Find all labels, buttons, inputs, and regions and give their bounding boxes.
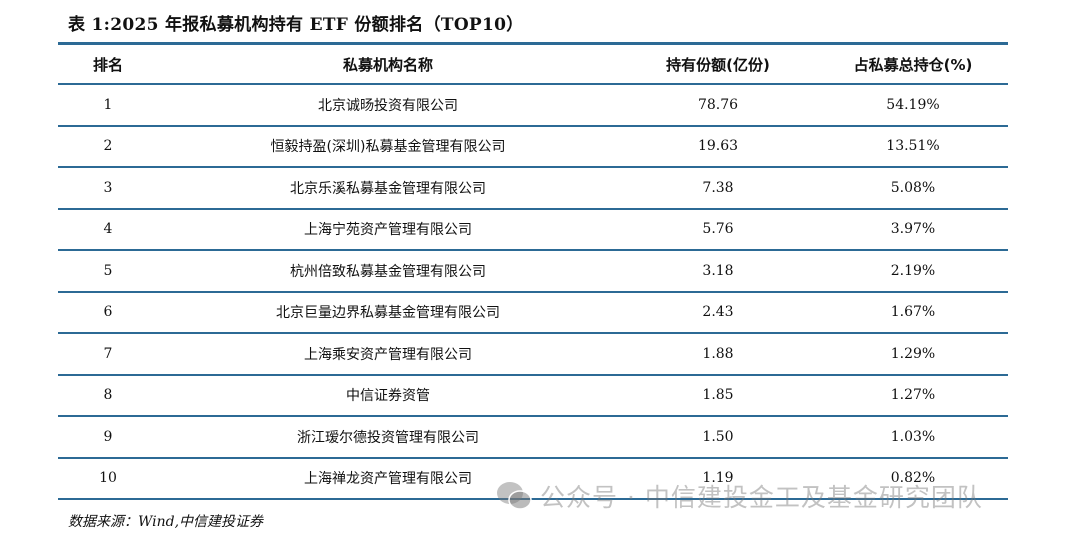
- cell-rank: 10: [99, 470, 117, 487]
- watermark: 公众号 · 中信建投金工及基金研究团队: [496, 478, 983, 514]
- table-row: 8 中信证券资管 1.85 1.27%: [58, 375, 1008, 416]
- header-name: 私募机构名称: [342, 55, 433, 74]
- table-row: 6 北京巨量边界私募基金管理有限公司 2.43 1.67%: [58, 292, 1008, 333]
- cell-name: 恒毅持盈(深圳)私募基金管理有限公司: [270, 139, 506, 156]
- cell-shares: 7.38: [702, 179, 734, 196]
- table-row: 9 浙江瑷尔德投资管理有限公司 1.50 1.03%: [58, 416, 1008, 458]
- table-row: 1 北京诚旸投资有限公司 78.76 54.19%: [58, 84, 1008, 126]
- cell-share-pct: 0.82%: [890, 470, 936, 487]
- wechat-icon: [497, 482, 532, 510]
- cell-shares: 3.18: [702, 262, 734, 279]
- cell-shares: 78.76: [697, 96, 739, 113]
- cell-share-pct: 3.97%: [890, 221, 936, 238]
- cell-rank: 6: [103, 304, 113, 321]
- header-rank: 排名: [92, 55, 123, 74]
- table-row: 10 上海禅龙资产管理有限公司 1.19 0.82%: [58, 458, 1008, 499]
- watermark-text: 公众号 · 中信建投金工及基金研究团队: [540, 483, 983, 512]
- cell-share-pct: 2.19%: [890, 262, 936, 279]
- cell-share-pct: 1.03%: [890, 428, 936, 445]
- ranking-table: 排名 私募机构名称 持有份额(亿份) 占私募总持仓(%) 1 北京诚旸投资有限公司…: [58, 42, 1008, 500]
- cell-shares: 1.19: [702, 470, 734, 487]
- cell-rank: 3: [103, 179, 113, 196]
- table-row: 5 杭州倍致私募基金管理有限公司 3.18 2.19%: [58, 250, 1008, 292]
- cell-rank: 7: [103, 345, 113, 362]
- cell-rank: 2: [103, 138, 113, 155]
- cell-share-pct: 1.67%: [890, 304, 936, 321]
- cell-shares: 2.43: [702, 304, 734, 321]
- cell-shares: 1.50: [702, 428, 734, 445]
- cell-name: 浙江瑷尔德投资管理有限公司: [297, 429, 479, 446]
- cell-share-pct: 1.27%: [890, 387, 936, 404]
- table-row: 4 上海宁苑资产管理有限公司 5.76 3.97%: [58, 209, 1008, 250]
- header-shares: 持有份额(亿份): [666, 55, 770, 74]
- cell-share-pct: 13.51%: [886, 138, 940, 155]
- source-note: 数据来源：Wind,中信建投证券: [68, 514, 264, 530]
- cell-share-pct: 54.19%: [886, 96, 940, 113]
- cell-name: 中信证券资管: [346, 388, 430, 405]
- cell-shares: 1.88: [702, 345, 734, 362]
- cell-name: 上海宁苑资产管理有限公司: [304, 222, 472, 239]
- table-title: 表 1:2025 年报私募机构持有 ETF 份额排名（TOP10）: [68, 15, 524, 35]
- cell-name: 北京诚旸投资有限公司: [318, 97, 458, 114]
- cell-name: 上海禅龙资产管理有限公司: [304, 471, 472, 488]
- table-header-row: 排名 私募机构名称 持有份额(亿份) 占私募总持仓(%): [58, 43, 1008, 84]
- cell-shares: 19.63: [697, 138, 739, 155]
- cell-name: 上海乘安资产管理有限公司: [304, 346, 472, 363]
- cell-shares: 5.76: [702, 221, 734, 238]
- table-row: 3 北京乐溪私募基金管理有限公司 7.38 5.08%: [58, 167, 1008, 209]
- cell-name: 北京乐溪私募基金管理有限公司: [290, 180, 486, 197]
- cell-share-pct: 1.29%: [890, 345, 936, 362]
- cell-rank: 1: [103, 96, 113, 113]
- header-share-pct: 占私募总持仓(%): [853, 55, 973, 74]
- cell-rank: 4: [103, 221, 113, 238]
- cell-rank: 5: [103, 262, 113, 279]
- table-row: 2 恒毅持盈(深圳)私募基金管理有限公司 19.63 13.51%: [58, 126, 1008, 167]
- cell-shares: 1.85: [702, 387, 734, 404]
- table-row: 7 上海乘安资产管理有限公司 1.88 1.29%: [58, 333, 1008, 375]
- cell-name: 杭州倍致私募基金管理有限公司: [290, 263, 486, 280]
- cell-share-pct: 5.08%: [890, 179, 936, 196]
- cell-name: 北京巨量边界私募基金管理有限公司: [276, 305, 500, 322]
- cell-rank: 9: [103, 428, 113, 445]
- cell-rank: 8: [103, 387, 113, 404]
